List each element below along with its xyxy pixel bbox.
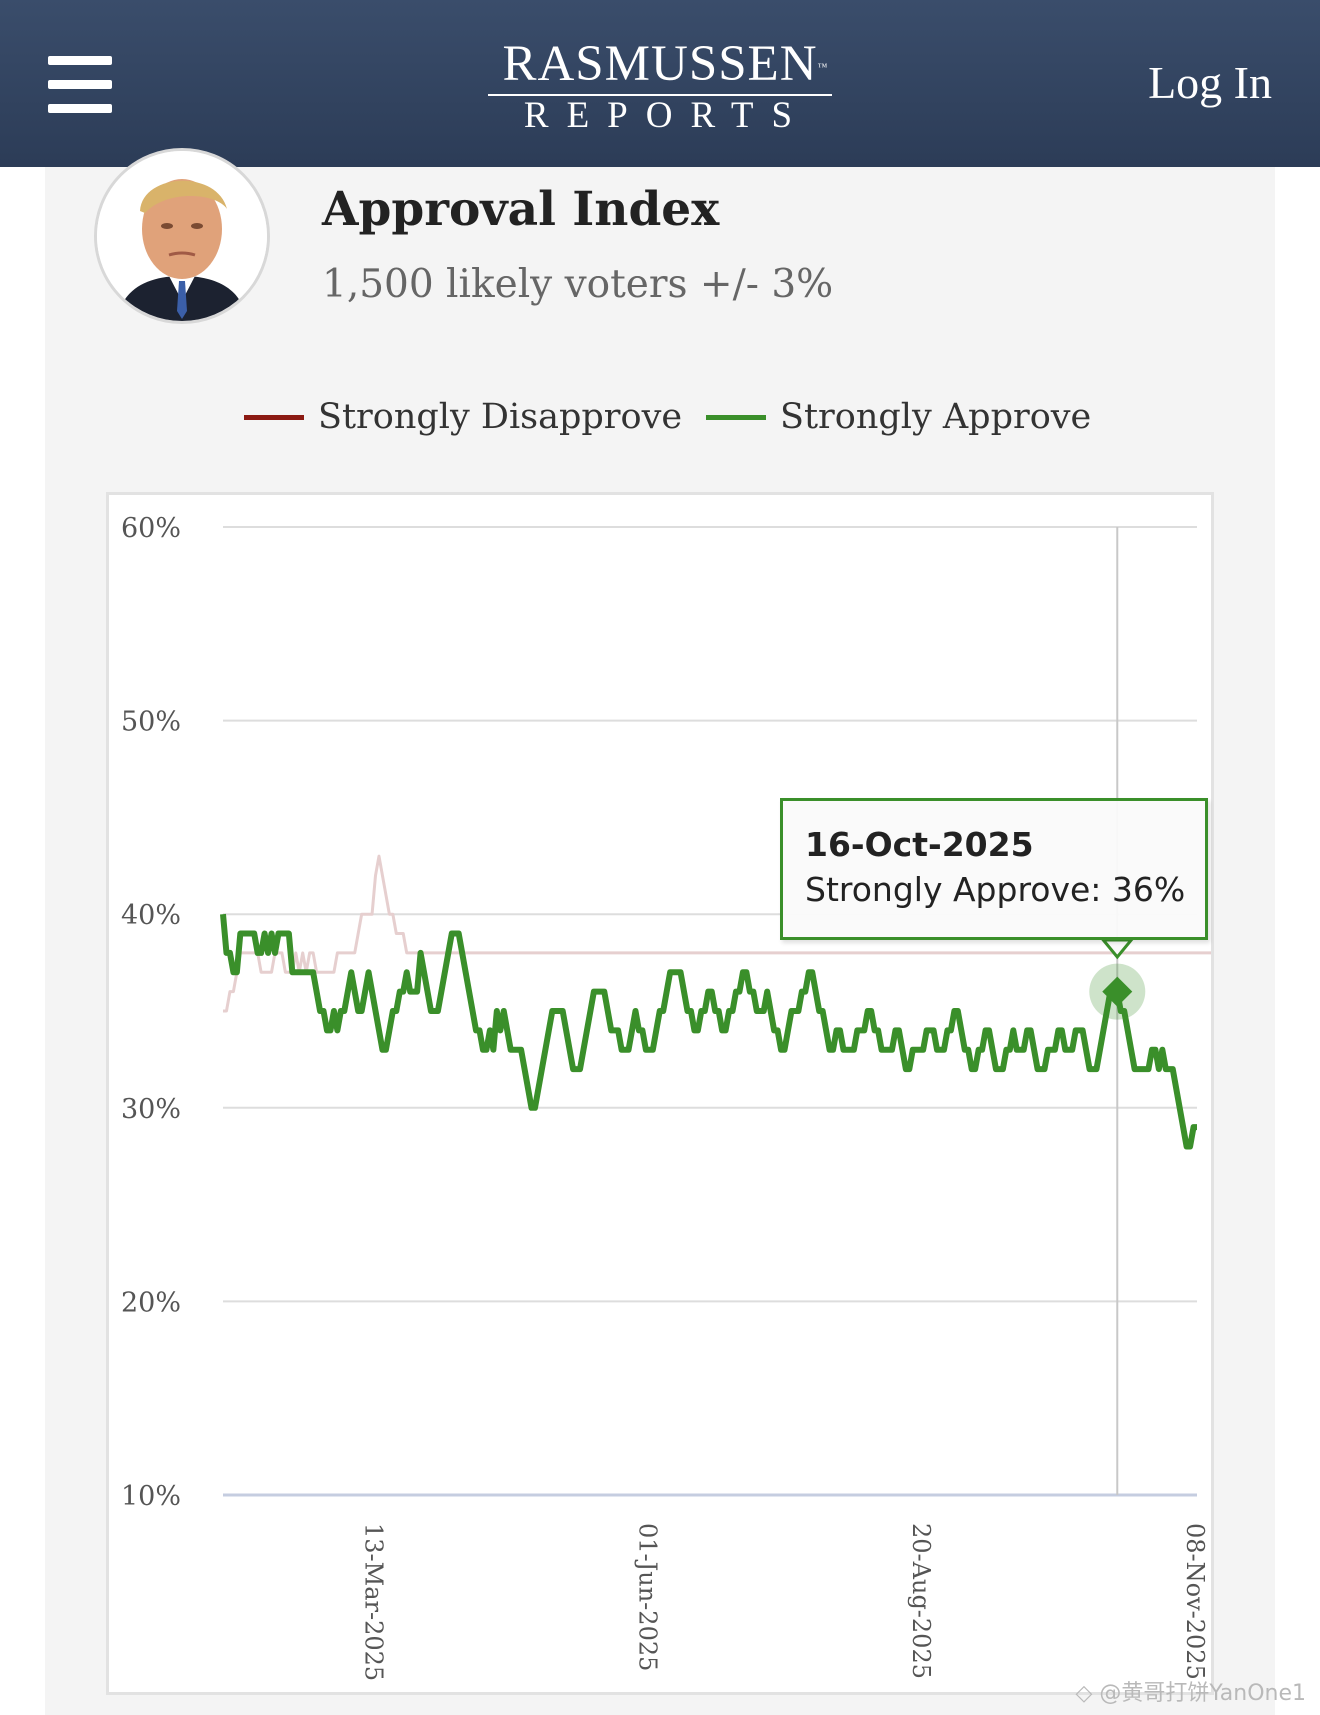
logo-divider bbox=[488, 94, 832, 96]
chart-container[interactable]: 60% 50% 40% 30% 20% 10% 13-Mar-2025 01-Jun-2025… bbox=[106, 492, 1214, 1695]
y-tick-label: 40% bbox=[121, 900, 181, 931]
series-line-strongly-disapprove bbox=[223, 854, 1211, 1013]
chart-legend: Strongly Disapprove Strongly Approve bbox=[0, 392, 1320, 442]
logo-subtext: REPORTS bbox=[523, 95, 811, 136]
y-tick-label: 10% bbox=[121, 1481, 181, 1512]
series-line-strongly-approve bbox=[220, 913, 1197, 1150]
x-tick-label: 20-Aug-2025 bbox=[907, 1523, 935, 1679]
legend-item-strongly-approve[interactable]: Strongly Approve bbox=[706, 392, 1091, 442]
legend-item-strongly-disapprove[interactable]: Strongly Disapprove bbox=[244, 392, 682, 442]
avatar bbox=[94, 148, 270, 324]
page-title: Approval Index bbox=[322, 182, 720, 237]
poll-subtitle: 1,500 likely voters +/- 3% bbox=[322, 262, 834, 307]
x-tick-label: 01-Jun-2025 bbox=[633, 1523, 661, 1671]
watermark: ◇ @黄哥打饼YanOne1 bbox=[1075, 1681, 1306, 1706]
legend-swatch-approve bbox=[706, 414, 766, 420]
login-button[interactable]: Log In bbox=[1148, 57, 1272, 108]
legend-label-approve: Strongly Approve bbox=[780, 397, 1092, 437]
y-tick-label: 20% bbox=[121, 1287, 181, 1318]
y-tick-label: 60% bbox=[121, 513, 181, 544]
logo-main-text: RASMUSSEN ™ bbox=[480, 36, 840, 92]
tooltip-pointer bbox=[1100, 938, 1135, 960]
legend-label-disapprove: Strongly Disapprove bbox=[318, 397, 683, 437]
logo-wordmark: RASMUSSEN bbox=[502, 36, 818, 92]
legend-swatch-disapprove bbox=[244, 414, 304, 420]
tooltip-value: Strongly Approve: 36% bbox=[805, 870, 1186, 909]
tooltip-date: 16-Oct-2025 bbox=[805, 825, 1034, 864]
top-nav-bar: RASMUSSEN ™ REPORTS Log In bbox=[0, 0, 1320, 167]
logo-trademark: ™ bbox=[817, 62, 828, 73]
menu-bar-line bbox=[48, 80, 112, 89]
y-tick-label: 30% bbox=[121, 1094, 181, 1125]
menu-bar-line bbox=[48, 56, 112, 65]
menu-bar-line bbox=[48, 104, 112, 113]
hamburger-menu-icon[interactable] bbox=[48, 56, 112, 114]
portrait-image bbox=[97, 151, 267, 321]
rasmussen-logo[interactable]: RASMUSSEN ™ REPORTS bbox=[480, 36, 840, 136]
x-tick-label: 08-Nov-2025 bbox=[1181, 1523, 1209, 1680]
highlight-point bbox=[1102, 976, 1133, 1007]
y-tick-label: 50% bbox=[121, 707, 181, 738]
x-tick-label: 13-Mar-2025 bbox=[360, 1523, 388, 1681]
approval-line-chart[interactable]: 60% 50% 40% 30% 20% 10% 13-Mar-2025 01-Jun-2025… bbox=[109, 495, 1211, 1692]
chart-tooltip: 16-Oct-2025 Strongly Approve: 36% bbox=[780, 798, 1208, 940]
